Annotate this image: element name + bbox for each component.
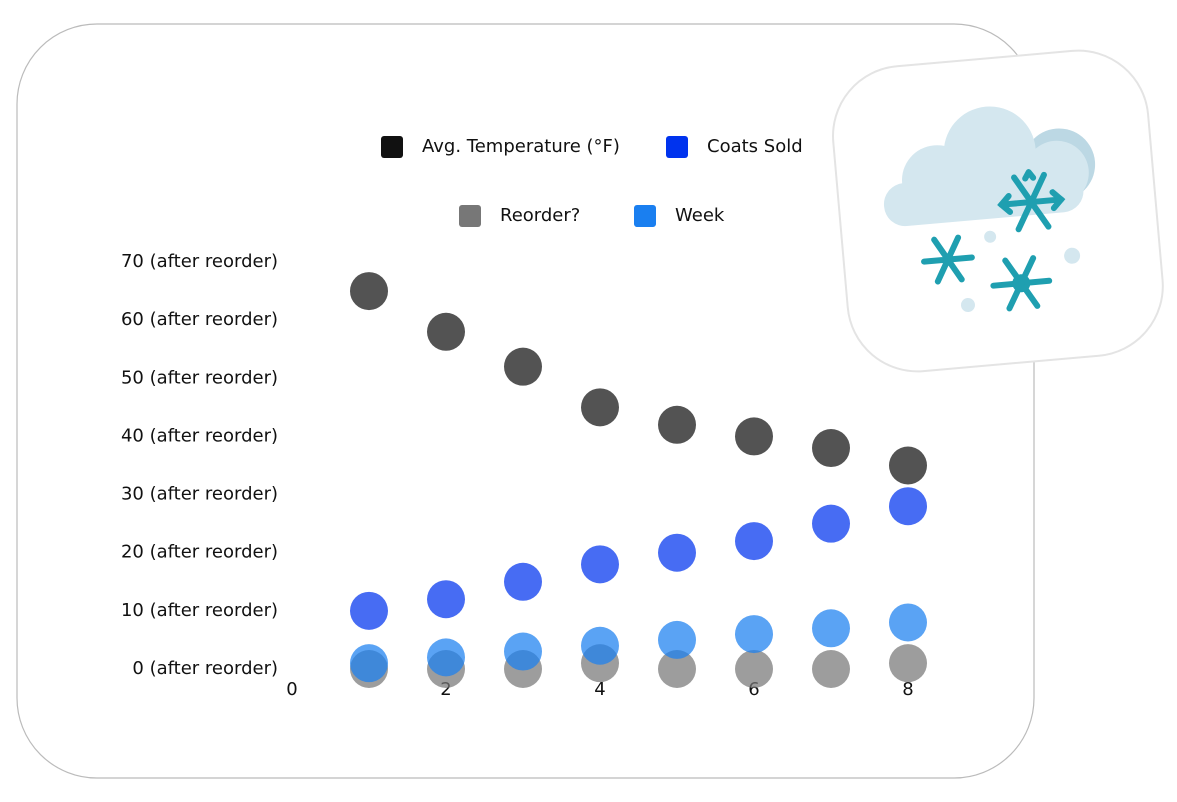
y-tick-label: 40 (after reorder): [121, 425, 278, 446]
y-tick-label: 50 (after reorder): [121, 367, 278, 388]
legend-label: Avg. Temperature (°F): [422, 136, 620, 157]
scatter-point: [889, 603, 927, 642]
scatter-point: [735, 615, 773, 654]
card: [16, 23, 1035, 779]
scatter-point: [889, 446, 927, 485]
scatter-point: [427, 638, 465, 677]
scatter-point: [812, 609, 850, 648]
scatter-point: [735, 417, 773, 456]
scatter-point: [658, 650, 696, 688]
y-tick-label: 60 (after reorder): [121, 309, 278, 330]
x-tick-label: 2: [440, 679, 451, 700]
scatter-point: [812, 504, 850, 543]
x-tick-label: 8: [902, 679, 913, 700]
legend-label: Week: [675, 205, 725, 226]
y-tick-label: 30 (after reorder): [121, 484, 278, 505]
legend-swatch: [666, 136, 688, 158]
legend-swatch: [459, 205, 481, 227]
y-tick-label: 0 (after reorder): [132, 658, 278, 679]
x-tick-label: 6: [748, 679, 759, 700]
scatter-point: [350, 591, 388, 630]
legend-label: Coats Sold: [707, 136, 803, 157]
scatter-point: [889, 644, 927, 683]
scatter-point: [504, 562, 542, 601]
scatter-point: [889, 487, 927, 526]
scatter-point: [812, 429, 850, 468]
x-tick-label: 4: [594, 679, 605, 700]
scatter-point: [658, 533, 696, 572]
scatter-point: [504, 347, 542, 386]
scatter-point: [658, 620, 696, 659]
scatter-point: [658, 405, 696, 444]
scatter-point: [350, 644, 388, 683]
weather-icon: [832, 49, 1164, 373]
y-tick-label: 10 (after reorder): [121, 600, 278, 621]
scatter-point: [581, 545, 619, 584]
scatter-point: [735, 522, 773, 561]
scatter-point: [581, 388, 619, 427]
scatter-point: [427, 312, 465, 351]
scatter-point: [350, 272, 388, 311]
scatter-point: [581, 626, 619, 665]
y-tick-label: 20 (after reorder): [121, 542, 278, 563]
y-tick-label: 70 (after reorder): [121, 251, 278, 272]
legend-swatch: [634, 205, 656, 227]
legend-swatch: [381, 136, 403, 158]
scatter-point: [504, 632, 542, 671]
scatter-point: [735, 650, 773, 688]
scatter-point: [427, 580, 465, 619]
x-tick-label: 0: [286, 679, 297, 700]
scatter-point: [812, 650, 850, 688]
legend-label: Reorder?: [500, 205, 580, 226]
